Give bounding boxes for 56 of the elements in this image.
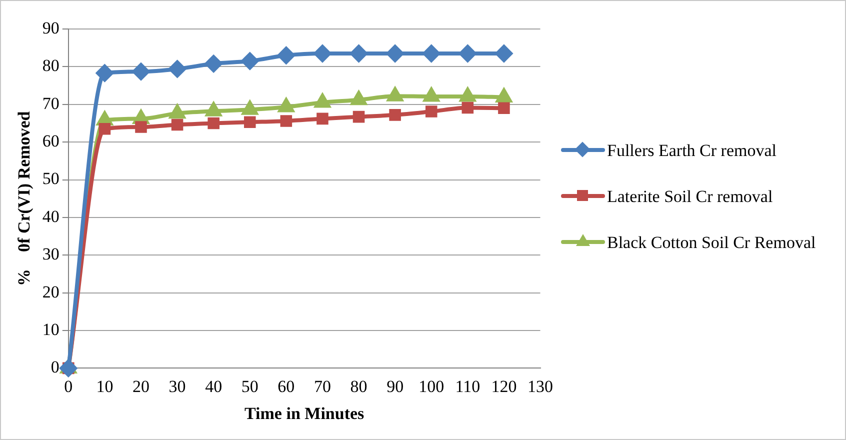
x-tick-label: 60 — [278, 376, 295, 396]
x-tick-label: 100 — [418, 376, 444, 396]
point — [495, 45, 512, 62]
y-tick-label: 80 — [42, 56, 60, 76]
point — [244, 116, 256, 128]
point — [352, 110, 365, 123]
y-tick-label: 70 — [42, 94, 60, 113]
point — [278, 98, 294, 112]
point — [205, 55, 222, 72]
point — [314, 45, 331, 62]
point — [498, 102, 510, 114]
x-tick-label: 70 — [314, 376, 331, 396]
y-tick-label: 90 — [42, 18, 60, 38]
x-tick-label: 130 — [528, 376, 553, 396]
point — [96, 64, 114, 82]
point — [98, 122, 111, 135]
y-tick-label: 60 — [42, 132, 60, 151]
point — [422, 45, 440, 62]
y-tick-label: 20 — [42, 282, 60, 302]
x-axis-title: Time in Minutes — [244, 404, 365, 424]
x-tick-label: 20 — [132, 376, 150, 396]
point — [171, 118, 184, 131]
point — [60, 360, 77, 377]
point — [316, 112, 328, 125]
x-tick-label: 80 — [350, 376, 368, 396]
point — [425, 106, 438, 118]
point — [241, 52, 258, 70]
x-tick-label: 50 — [241, 376, 258, 396]
point — [389, 109, 401, 121]
y-tick-label: 30 — [42, 244, 60, 264]
x-tick-label: 10 — [96, 376, 114, 396]
x-tick-label: 40 — [205, 376, 222, 396]
point — [350, 45, 368, 62]
legend-label: Laterite Soil Cr removal — [607, 187, 773, 207]
legend-label: Fullers Earth Cr removal — [607, 141, 776, 161]
x-tick-label: 120 — [491, 376, 517, 396]
point — [459, 45, 476, 62]
y-tick-label: 0 — [50, 358, 60, 377]
point — [132, 63, 150, 80]
point — [278, 46, 295, 64]
point — [168, 60, 186, 78]
point — [386, 45, 404, 62]
x-tick-label: 110 — [455, 376, 480, 396]
y-tick-label: 40 — [42, 206, 60, 226]
point — [208, 117, 220, 130]
point — [387, 88, 403, 102]
point — [135, 121, 147, 133]
x-tick-label: 90 — [386, 376, 404, 396]
legend-label: Black Cotton Soil Cr Removal — [607, 233, 816, 253]
point — [280, 115, 292, 127]
point — [462, 102, 474, 114]
y-axis-title: % 0f Cr(VI) Removed — [14, 110, 34, 286]
x-tick-label: 30 — [168, 376, 186, 396]
y-tick-label: 50 — [42, 169, 60, 188]
y-tick-label: 10 — [42, 320, 60, 339]
x-tick-label: 0 — [64, 376, 73, 396]
